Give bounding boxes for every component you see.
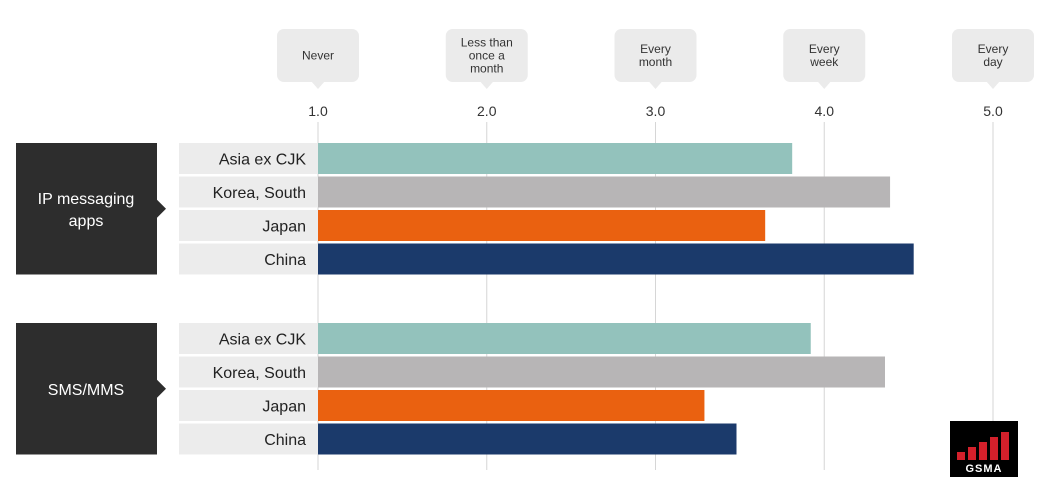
group-label-panel (16, 323, 166, 455)
bar (318, 243, 914, 275)
bar-label: Asia ex CJK (219, 332, 306, 349)
frequency-label: Less than (461, 36, 513, 50)
logo-bar (979, 442, 987, 460)
callout-box (445, 29, 528, 82)
row-label-bg (179, 356, 318, 388)
frequency-label: Never (302, 49, 334, 63)
logo-bar (957, 452, 965, 460)
group-label: IP messaging (38, 191, 135, 208)
bar (318, 323, 811, 354)
frequency-label: Every (978, 42, 1009, 56)
x-tick-label: 2.0 (477, 103, 497, 119)
x-tick-label: 1.0 (308, 103, 328, 119)
bar (318, 210, 766, 241)
bar-row: Korea, South (179, 356, 885, 388)
row-label-bg (179, 323, 318, 354)
bar-label: Korea, South (213, 185, 306, 202)
callout-pointer (311, 81, 325, 89)
row-label-bg (179, 143, 318, 174)
bar-label: Japan (262, 399, 306, 416)
group-label: SMS/MMS (48, 382, 124, 399)
logo-bar (968, 447, 976, 460)
bar (318, 423, 737, 455)
frequency-label: Every (640, 42, 671, 56)
frequency-label: week (809, 55, 839, 69)
bar (318, 176, 891, 208)
group-label-box: SMS/MMS (16, 323, 166, 455)
row-label-bg (179, 390, 318, 421)
x-tick-label: 5.0 (983, 103, 1003, 119)
frequency-label: once a (469, 49, 505, 63)
group-label-panel (16, 143, 166, 275)
frequency-label: Every (809, 42, 840, 56)
callout-pointer (648, 81, 663, 89)
bar (318, 390, 705, 421)
bar-label: Asia ex CJK (219, 152, 306, 169)
bar-row: China (179, 243, 914, 275)
callout-box (277, 29, 359, 82)
bar (318, 356, 885, 388)
bar-row: Korea, South (179, 176, 891, 208)
frequency-callout: Never (277, 29, 359, 89)
bar-label: Korea, South (213, 365, 306, 382)
callout-box (614, 29, 697, 82)
bar-row: China (179, 423, 737, 455)
callout-pointer (817, 81, 832, 89)
frequency-label: month (470, 62, 503, 76)
frequency-label: day (983, 55, 1002, 69)
logo-text: GSMA (966, 463, 1003, 475)
row-label-bg (179, 423, 318, 455)
row-label-bg (179, 176, 318, 208)
logo-bar (1001, 432, 1009, 460)
bar-row: Asia ex CJK (179, 143, 793, 174)
bar-row: Japan (179, 390, 705, 421)
bar-row: Asia ex CJK (179, 323, 811, 354)
gsma-logo: GSMA (950, 421, 1018, 477)
row-label-bg (179, 210, 318, 241)
bar (318, 143, 793, 174)
callout-pointer (986, 81, 1000, 89)
bar-label: China (264, 252, 306, 269)
bar-label: Japan (262, 219, 306, 236)
bar-label: China (264, 432, 306, 449)
group-label: apps (69, 213, 104, 230)
row-label-bg (179, 243, 318, 275)
callout-box (952, 29, 1034, 82)
x-tick-label: 4.0 (815, 103, 835, 119)
frequency-label: month (639, 55, 672, 69)
callout-box (783, 29, 866, 82)
logo-bar (990, 437, 998, 460)
group-label-box: IP messaging apps (16, 143, 166, 275)
callout-pointer (479, 81, 494, 89)
bar-row: Japan (179, 210, 766, 241)
x-tick-label: 3.0 (646, 103, 666, 119)
